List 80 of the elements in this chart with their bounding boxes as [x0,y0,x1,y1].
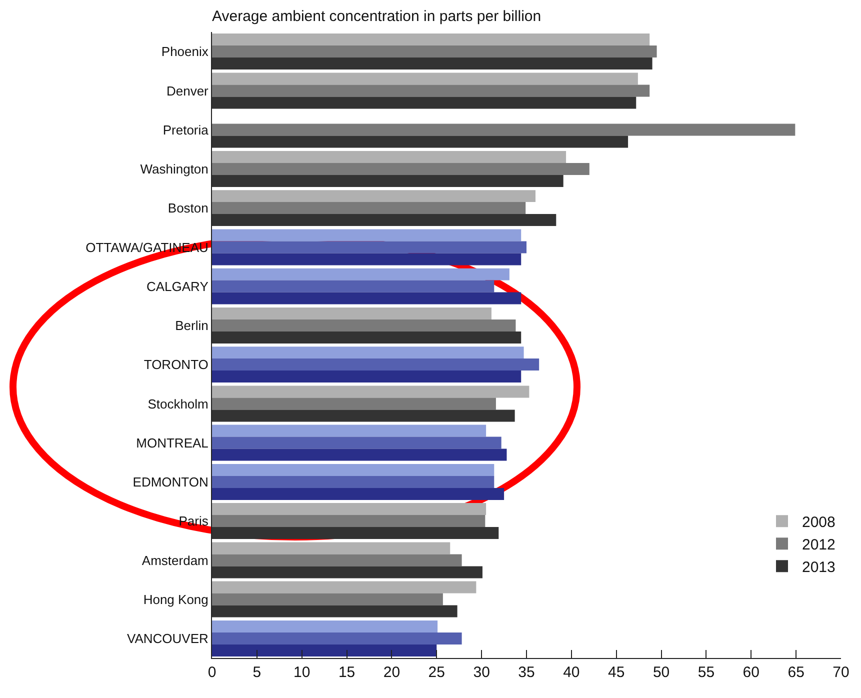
bar [212,241,526,254]
x-tick-label: 50 [652,664,670,681]
bar [212,124,796,136]
x-tick-label: 45 [608,664,625,681]
y-tick-label: Amsterdam [142,552,208,568]
bar [212,331,522,344]
x-tick-label: 60 [742,664,760,681]
y-tick-label: Phoenix [161,44,209,60]
bar [212,72,638,85]
bar [212,319,516,332]
bar [212,488,504,500]
bar [212,464,494,476]
legend-label: 2008 [802,514,836,531]
bar [212,644,437,656]
bar [212,503,486,516]
bar [212,370,522,383]
bar [212,58,652,70]
bar [212,358,540,371]
y-tick-label: Berlin [175,318,208,333]
bar [212,268,510,280]
bar [212,190,536,202]
x-tick-label: 70 [832,664,850,681]
x-tick-label: 55 [698,664,715,681]
y-tick-label: Boston [168,200,208,216]
bar [212,554,462,566]
x-tick-label: 10 [294,664,310,681]
y-tick-label: Pretoria [162,122,210,138]
bar [212,436,502,449]
bar [212,96,636,109]
bar [212,174,564,187]
bar [212,280,494,292]
y-tick-label: Washington [140,161,208,176]
bar [212,307,492,320]
bar [212,620,438,632]
y-tick-label: EDMONTON [132,474,208,490]
bar [212,84,650,97]
bar [212,605,458,618]
x-tick-label: 40 [563,664,580,681]
bar [212,632,462,644]
x-tick-label: 0 [208,664,216,681]
bar [212,581,476,594]
y-tick-label: Stockholm [148,396,208,412]
bar [212,214,556,226]
y-tick-label: CALGARY [146,278,209,294]
bar [212,136,628,148]
x-tick-label: 30 [473,664,490,681]
bar [212,253,522,266]
x-tick-label: 5 [252,664,262,681]
y-tick-label: TORONTO [144,357,208,372]
bar [212,542,450,554]
bar [212,202,526,214]
y-tick-label: Hong Kong [143,592,208,607]
y-tick-label: MONTREAL [136,435,208,450]
bar [212,34,650,46]
x-tick-label: 35 [518,664,535,681]
bar [212,448,507,461]
bar [212,162,590,175]
y-tick-label: Denver [166,83,210,98]
legend-label: 2012 [802,536,836,554]
legend-label: 2013 [802,558,836,576]
bar [212,386,530,398]
bar [212,150,566,163]
bar [212,229,522,242]
chart-title: Average ambient concentration in parts per billion [212,8,542,25]
bar [212,566,482,578]
x-tick-label: 25 [428,664,445,681]
x-tick-label: 65 [788,664,804,681]
x-tick-label: 20 [383,664,400,681]
bar [212,476,494,488]
bar [212,593,443,606]
bar [212,410,515,422]
bar [212,398,496,410]
bar [212,346,524,359]
bar [212,292,522,304]
bar [212,515,486,528]
bar [212,46,657,58]
bar [212,424,486,437]
x-tick-label: 15 [338,664,356,681]
y-tick-label: VANCOUVER [127,630,208,646]
bar [212,527,499,540]
